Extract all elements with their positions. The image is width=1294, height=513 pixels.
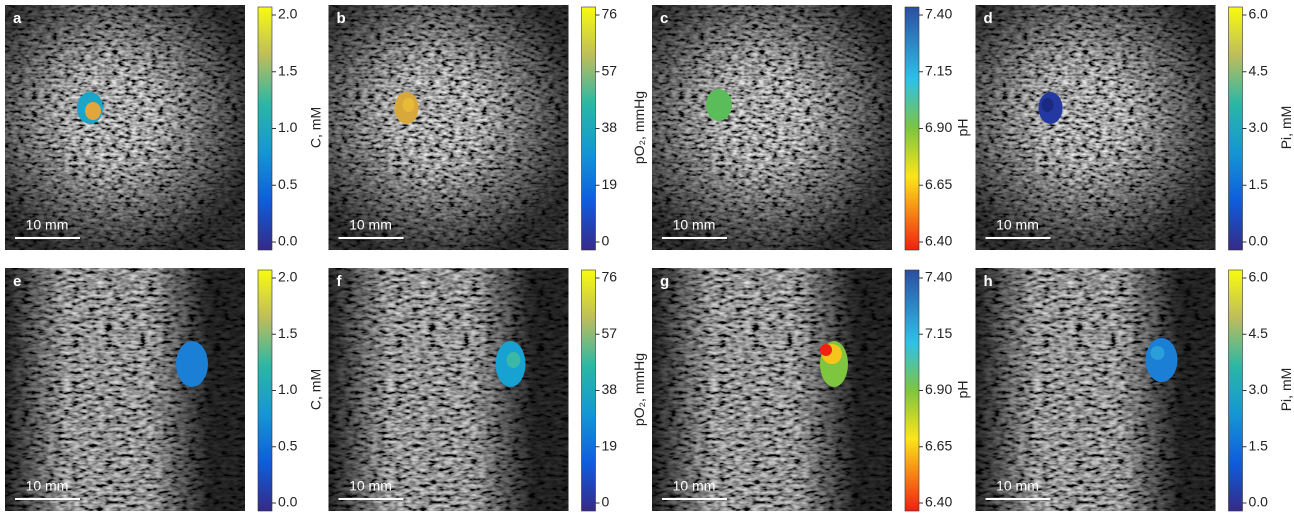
colorbar bbox=[904, 269, 920, 512]
roi-overlay bbox=[820, 344, 832, 356]
colorbar-label: pH bbox=[955, 381, 971, 399]
colorbar-tick-label: 76 bbox=[602, 269, 618, 285]
colorbar-tick-label: 3.0 bbox=[1249, 381, 1269, 397]
panel: h 10 mm 6.0 4.5 3.0 1.5 0.0 Pi, mM bbox=[975, 268, 1294, 512]
colorbar-tick-label: 6.90 bbox=[925, 381, 952, 397]
panel: a 10 mm 2.0 1.5 1.0 0.5 0.0 C, mM bbox=[5, 5, 324, 251]
colorbar-tick-label: 1.0 bbox=[278, 119, 298, 135]
colorbar-tick-label: 1.5 bbox=[278, 62, 298, 78]
colorbar-tick-label: 4.5 bbox=[1249, 62, 1269, 78]
colorbar bbox=[581, 6, 596, 251]
colorbar-tick-label: 6.0 bbox=[1249, 269, 1269, 285]
image-vignette bbox=[652, 268, 892, 511]
colorbar-tick-label: 7.40 bbox=[925, 269, 952, 285]
panel: d 10 mm 6.0 4.5 3.0 1.5 0.0 Pi, mM bbox=[975, 5, 1294, 251]
colorbar-tick-label: 1.5 bbox=[1249, 437, 1269, 453]
colorbar-tick-label: 76 bbox=[602, 6, 618, 22]
colorbar-label: pO₂, mmHg bbox=[631, 91, 647, 164]
panel-label: d bbox=[984, 10, 993, 27]
colorbar bbox=[257, 269, 273, 512]
colorbar-tick-label: 0.5 bbox=[278, 437, 298, 453]
scale-bar-label: 10 mm bbox=[996, 217, 1039, 233]
panel: g 10 mm 7.40 7.15 6.90 6.65 6.40 pH bbox=[652, 268, 971, 512]
image-vignette bbox=[975, 268, 1216, 511]
panel: f 10 mm 76 57 38 19 0 pO₂, mmHg bbox=[328, 268, 647, 512]
colorbar-tick-label: 0.0 bbox=[1249, 494, 1269, 510]
roi-overlay bbox=[85, 102, 101, 120]
scale-bar-label: 10 mm bbox=[996, 478, 1039, 494]
scale-bar-label: 10 mm bbox=[673, 217, 716, 233]
colorbar bbox=[257, 6, 273, 251]
panel-label: g bbox=[660, 273, 669, 290]
image-vignette bbox=[975, 5, 1216, 250]
colorbar-tick-label: 6.40 bbox=[925, 233, 952, 249]
image-vignette bbox=[328, 268, 569, 511]
image-vignette bbox=[5, 268, 245, 511]
image-vignette bbox=[5, 5, 245, 250]
colorbar-tick-label: 3.0 bbox=[1249, 119, 1269, 135]
panel-label: e bbox=[13, 273, 21, 290]
colorbar-label: C, mM bbox=[308, 369, 324, 410]
scale-bar-label: 10 mm bbox=[26, 478, 69, 494]
colorbar-tick-label: 19 bbox=[602, 437, 618, 453]
panel: c 10 mm 7.40 7.15 6.90 6.65 6.40 pH bbox=[652, 5, 971, 251]
colorbar-tick-label: 38 bbox=[602, 119, 618, 135]
colorbar-tick-label: 4.5 bbox=[1249, 325, 1269, 341]
roi-overlay bbox=[1150, 346, 1165, 360]
colorbar bbox=[904, 6, 920, 251]
image-vignette bbox=[328, 5, 569, 250]
colorbar-label: pO₂, mmHg bbox=[631, 353, 647, 426]
panel-label: h bbox=[984, 273, 993, 290]
scale-bar-label: 10 mm bbox=[673, 478, 716, 494]
colorbar-label: pH bbox=[955, 119, 971, 137]
colorbar bbox=[1228, 6, 1243, 251]
colorbar-label: Pi, mM bbox=[1278, 106, 1294, 150]
colorbar-tick-label: 2.0 bbox=[278, 269, 298, 285]
colorbar-tick-label: 0.0 bbox=[278, 494, 298, 510]
colorbar-tick-label: 6.65 bbox=[925, 176, 952, 192]
colorbar bbox=[581, 269, 596, 512]
scale-bar-label: 10 mm bbox=[349, 478, 392, 494]
roi-overlay bbox=[1145, 338, 1178, 382]
colorbar-label: Pi, mM bbox=[1278, 368, 1294, 412]
colorbar-tick-label: 57 bbox=[602, 62, 618, 78]
colorbar-tick-label: 0 bbox=[602, 494, 610, 510]
scale-bar-label: 10 mm bbox=[349, 217, 392, 233]
colorbar-tick-label: 6.90 bbox=[925, 119, 952, 135]
colorbar-tick-label: 19 bbox=[602, 176, 618, 192]
colorbar-tick-label: 0.0 bbox=[1249, 233, 1269, 249]
colorbar-tick-label: 6.40 bbox=[925, 494, 952, 510]
panel-label: f bbox=[337, 273, 343, 290]
panel-label: a bbox=[13, 10, 22, 27]
colorbar-tick-label: 7.15 bbox=[925, 62, 952, 78]
colorbar-tick-label: 57 bbox=[602, 325, 618, 341]
roi-overlay bbox=[1041, 98, 1054, 112]
panel-label: c bbox=[660, 10, 668, 27]
colorbar-tick-label: 0.0 bbox=[278, 233, 298, 249]
colorbar-tick-label: 0.5 bbox=[278, 176, 298, 192]
panel: e 10 mm 2.0 1.5 1.0 0.5 0.0 C, mM bbox=[5, 268, 324, 512]
colorbar bbox=[1228, 269, 1243, 512]
colorbar-tick-label: 0 bbox=[602, 233, 610, 249]
roi-overlay bbox=[706, 89, 732, 121]
colorbar-tick-label: 6.65 bbox=[925, 437, 952, 453]
colorbar-tick-label: 1.0 bbox=[278, 381, 298, 397]
colorbar-label: C, mM bbox=[308, 107, 324, 148]
roi-overlay bbox=[176, 341, 208, 387]
panel: b 10 mm 76 57 38 19 0 pO₂, mmHg bbox=[328, 5, 647, 251]
colorbar-tick-label: 1.5 bbox=[278, 325, 298, 341]
colorbar-tick-label: 6.0 bbox=[1249, 6, 1269, 22]
roi-overlay bbox=[402, 98, 415, 112]
image-vignette bbox=[652, 5, 892, 250]
scale-bar-label: 10 mm bbox=[26, 217, 69, 233]
colorbar-tick-label: 1.5 bbox=[1249, 176, 1269, 192]
roi-overlay bbox=[506, 352, 521, 368]
colorbar-tick-label: 38 bbox=[602, 381, 618, 397]
colorbar-tick-label: 7.15 bbox=[925, 325, 952, 341]
colorbar-tick-label: 2.0 bbox=[278, 6, 298, 22]
colorbar-tick-label: 7.40 bbox=[925, 6, 952, 22]
panel-label: b bbox=[337, 10, 346, 27]
